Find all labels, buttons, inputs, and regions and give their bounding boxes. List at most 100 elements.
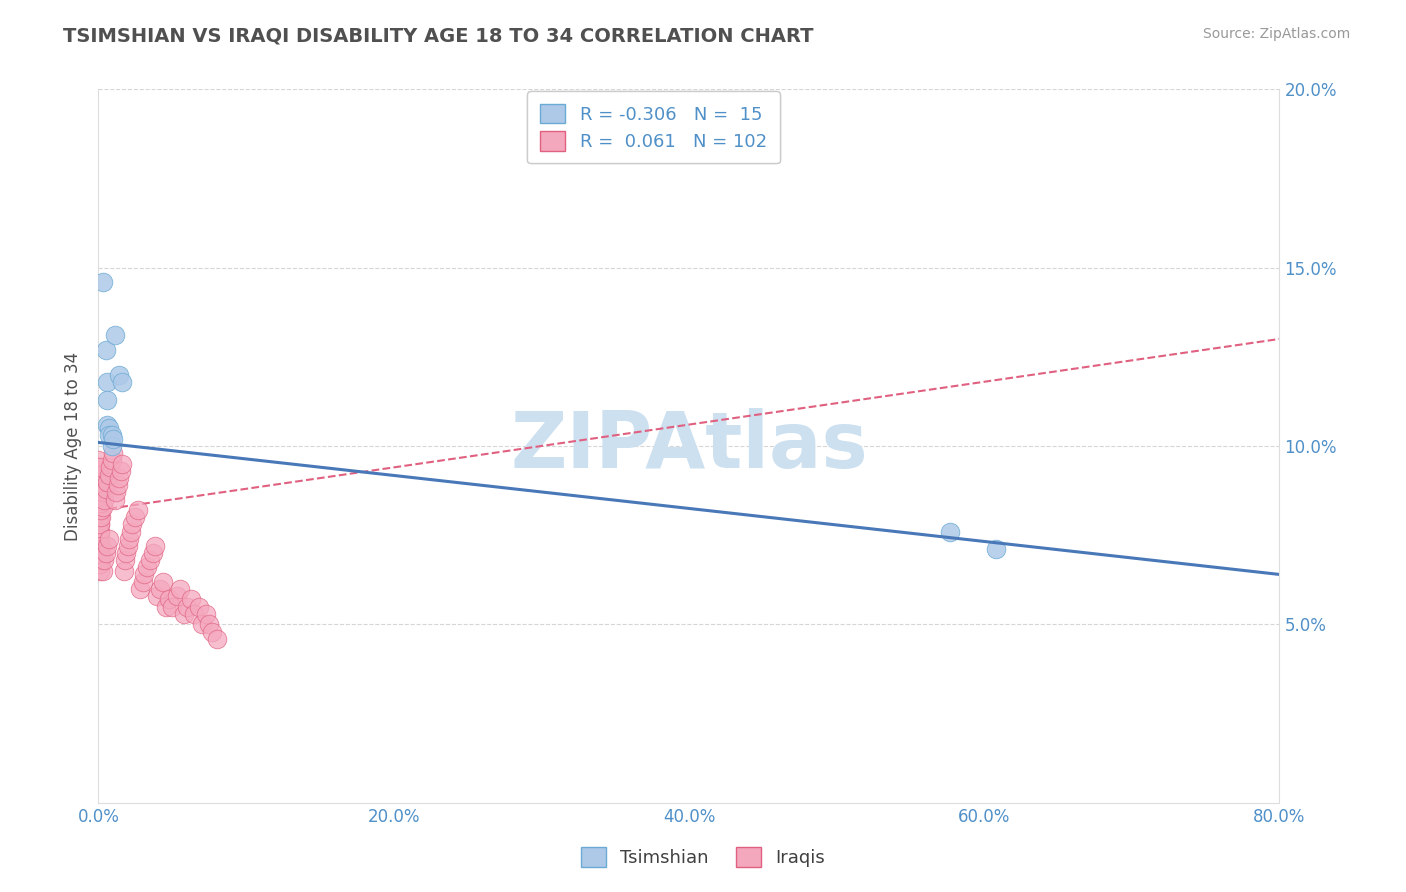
Point [89, 510, 111, 524]
Point [94, 546, 117, 560]
Point [87, 460, 110, 475]
Point [91, 275, 114, 289]
Point [89, 517, 111, 532]
Point [127, 503, 149, 517]
Point [104, 328, 127, 343]
Point [173, 607, 195, 621]
Point [97, 428, 120, 442]
Point [142, 546, 165, 560]
Point [155, 599, 177, 614]
Point [87, 517, 110, 532]
Point [124, 510, 146, 524]
Point [205, 632, 228, 646]
Point [91, 564, 114, 578]
Point [201, 624, 224, 639]
Point [187, 599, 209, 614]
Point [89, 542, 111, 557]
Point [112, 564, 135, 578]
Point [90, 546, 112, 560]
Point [87, 467, 110, 482]
Point [89, 475, 111, 489]
Point [90, 489, 112, 503]
Point [166, 589, 188, 603]
Point [105, 485, 128, 500]
Point [128, 582, 150, 596]
Point [89, 517, 111, 532]
Point [87, 475, 110, 489]
Point [89, 482, 111, 496]
Point [87, 503, 110, 517]
Text: TSIMSHIAN VS IRAQI DISABILITY AGE 18 TO 34 CORRELATION CHART: TSIMSHIAN VS IRAQI DISABILITY AGE 18 TO … [63, 27, 814, 45]
Point [89, 524, 111, 539]
Point [87, 503, 110, 517]
Point [90, 503, 112, 517]
Point [100, 453, 122, 467]
Point [103, 446, 125, 460]
Point [97, 532, 120, 546]
Point [93, 553, 115, 567]
Point [89, 467, 111, 482]
Point [87, 482, 110, 496]
Point [90, 539, 112, 553]
Point [87, 460, 110, 475]
Point [120, 524, 142, 539]
Point [180, 592, 202, 607]
Point [87, 510, 110, 524]
Point [87, 482, 110, 496]
Point [91, 485, 114, 500]
Point [110, 464, 132, 478]
Point [89, 471, 111, 485]
Point [87, 510, 110, 524]
Point [87, 475, 110, 489]
Point [87, 510, 110, 524]
Point [132, 574, 155, 589]
Text: Source: ZipAtlas.com: Source: ZipAtlas.com [1202, 27, 1350, 41]
Point [100, 428, 122, 442]
Point [93, 492, 115, 507]
Point [162, 599, 183, 614]
Legend: Tsimshian, Iraqis: Tsimshian, Iraqis [574, 839, 832, 874]
Point [90, 496, 112, 510]
Point [103, 432, 125, 446]
Point [90, 510, 112, 524]
Point [143, 539, 166, 553]
Point [89, 496, 111, 510]
Point [96, 475, 118, 489]
Point [157, 592, 180, 607]
Point [114, 553, 136, 567]
Point [118, 532, 141, 546]
Point [96, 375, 118, 389]
Point [136, 560, 159, 574]
Point [87, 492, 110, 507]
Point [939, 524, 962, 539]
Point [176, 599, 198, 614]
Point [89, 564, 111, 578]
Point [90, 553, 112, 567]
Point [89, 549, 111, 564]
Point [149, 582, 172, 596]
Point [87, 475, 110, 489]
Point [87, 453, 110, 467]
Point [191, 617, 214, 632]
Point [97, 467, 120, 482]
Point [107, 478, 129, 492]
Point [111, 457, 134, 471]
Text: ZIPAtlas: ZIPAtlas [510, 408, 868, 484]
Point [96, 539, 118, 553]
Point [115, 546, 138, 560]
Point [111, 375, 134, 389]
Point [134, 567, 156, 582]
Point [94, 343, 117, 357]
Point [139, 553, 162, 567]
Point [89, 539, 111, 553]
Point [94, 482, 117, 496]
Point [89, 489, 111, 503]
Point [169, 582, 191, 596]
Point [98, 460, 121, 475]
Point [198, 617, 221, 632]
Point [152, 574, 174, 589]
Point [146, 589, 169, 603]
Point [984, 542, 1007, 557]
Point [87, 517, 110, 532]
Point [97, 421, 120, 435]
